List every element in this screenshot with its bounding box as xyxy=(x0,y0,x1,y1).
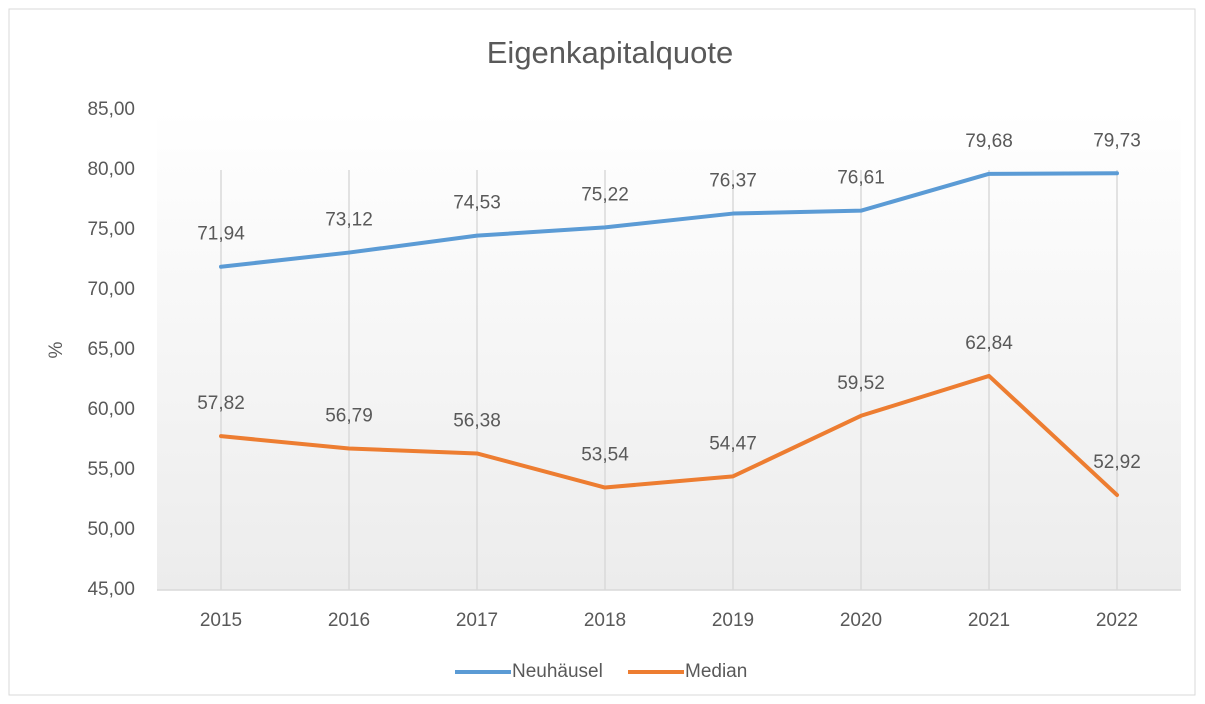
data-label: 59,52 xyxy=(837,373,885,394)
x-tick-label: 2016 xyxy=(328,610,370,631)
data-label: 56,79 xyxy=(325,406,373,427)
data-label: 76,61 xyxy=(837,168,885,189)
y-axis-label: % xyxy=(46,341,67,358)
data-label: 52,92 xyxy=(1093,452,1141,473)
data-label: 71,94 xyxy=(197,224,245,245)
y-tick-label: 70,00 xyxy=(87,279,135,300)
x-tick-label: 2018 xyxy=(584,610,626,631)
line xyxy=(219,373,1119,497)
y-tick-label: 65,00 xyxy=(87,339,135,360)
data-label: 57,82 xyxy=(197,393,245,414)
y-tick-label: 80,00 xyxy=(87,159,135,180)
legend-label: Neuhäusel xyxy=(512,661,603,682)
x-tick-label: 2015 xyxy=(200,610,242,631)
data-label: 73,12 xyxy=(325,210,373,231)
legend-label: Median xyxy=(685,661,747,682)
y-tick-label: 50,00 xyxy=(87,519,135,540)
data-label: 76,37 xyxy=(709,171,757,192)
data-label: 56,38 xyxy=(453,410,501,431)
line xyxy=(219,171,1119,269)
data-label: 75,22 xyxy=(581,184,629,205)
data-label: 54,47 xyxy=(709,433,757,454)
y-tick-label: 75,00 xyxy=(87,219,135,240)
x-tick-label: 2019 xyxy=(712,610,754,631)
data-label: 62,84 xyxy=(965,333,1013,354)
plot-area xyxy=(157,110,1181,590)
x-tick-label: 2021 xyxy=(968,610,1010,631)
y-tick-label: 55,00 xyxy=(87,459,135,480)
chart-title: Eigenkapitalquote xyxy=(487,35,733,70)
data-label: 74,53 xyxy=(453,193,501,214)
data-label: 79,68 xyxy=(965,131,1013,152)
data-label: 79,73 xyxy=(1093,130,1141,151)
data-label: 53,54 xyxy=(581,445,629,466)
y-tick-label: 45,00 xyxy=(87,579,135,600)
y-tick-label: 60,00 xyxy=(87,399,135,420)
y-tick-label: 85,00 xyxy=(87,99,135,120)
x-tick-label: 2020 xyxy=(840,610,882,631)
x-tick-label: 2022 xyxy=(1096,610,1138,631)
x-tick-label: 2017 xyxy=(456,610,498,631)
